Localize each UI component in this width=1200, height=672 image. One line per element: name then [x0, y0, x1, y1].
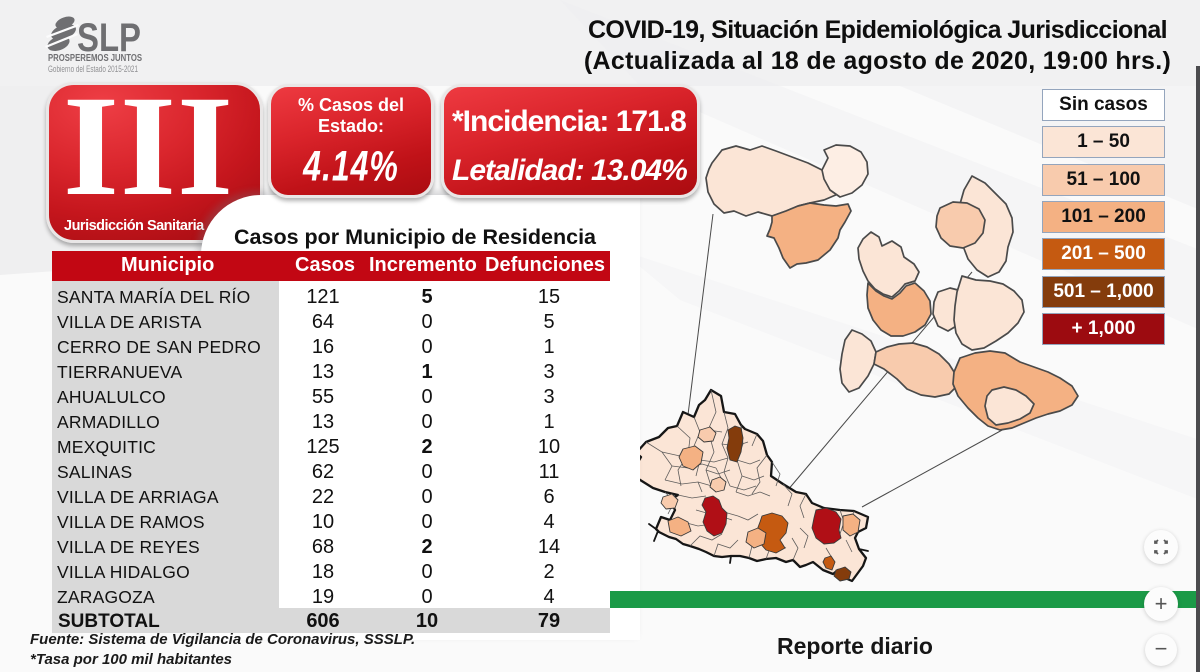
svg-text:Gobierno del Estado 2015-2021: Gobierno del Estado 2015-2021	[48, 64, 138, 74]
svg-text:PROSPEREMOS JUNTOS: PROSPEREMOS JUNTOS	[48, 53, 142, 64]
svg-text:SLP: SLP	[77, 16, 141, 60]
